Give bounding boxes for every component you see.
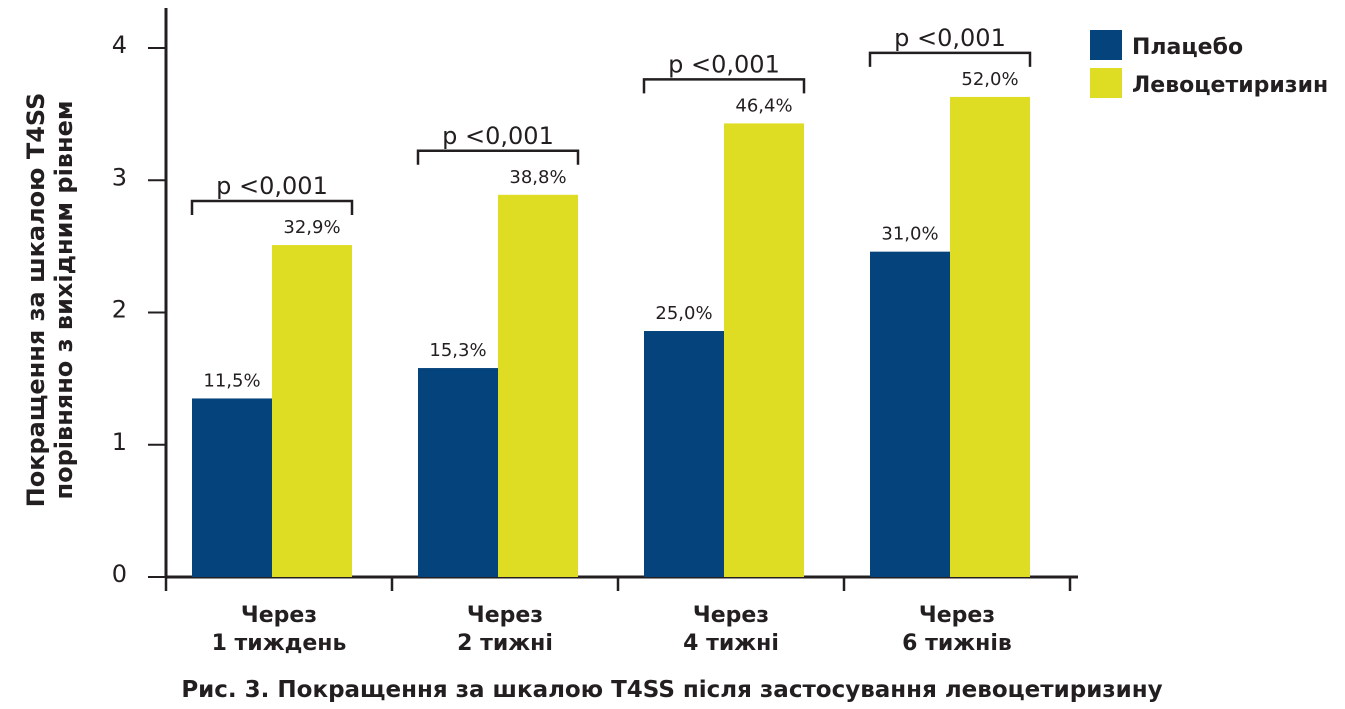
significance-label: p <0,001 bbox=[216, 172, 328, 200]
x-category-label-line-1: Через bbox=[693, 603, 769, 628]
bar-value-label-levocetirizine: 38,8% bbox=[509, 167, 566, 188]
x-category-label-line-1: Через bbox=[467, 603, 543, 628]
legend-swatch-placebo bbox=[1090, 30, 1122, 60]
significance-bracket bbox=[868, 51, 1032, 67]
legend-label-levocetirizine: Левоцетиризин bbox=[1132, 73, 1328, 98]
bar-levocetirizine bbox=[724, 123, 804, 577]
y-axis-title-line-1: Покращення за шкалою T4SS bbox=[22, 93, 50, 508]
bar-value-label-placebo: 25,0% bbox=[655, 303, 712, 324]
significance-bracket bbox=[416, 149, 580, 165]
significance-label: p <0,001 bbox=[668, 50, 780, 78]
y-axis-title-line-2: порівняно з вихідним рівнем bbox=[50, 101, 78, 500]
bar-value-label-levocetirizine: 52,0% bbox=[961, 69, 1018, 90]
x-category-label-line-2: 1 тиждень bbox=[212, 631, 347, 656]
x-category-label-line-2: 4 тижні bbox=[683, 631, 779, 656]
bar-placebo bbox=[870, 251, 950, 578]
bar-value-label-levocetirizine: 46,4% bbox=[735, 95, 792, 116]
figure-caption: Рис. 3. Покращення за шкалою T4SS після … bbox=[181, 677, 1162, 703]
x-category-label-line-1: Через bbox=[919, 603, 995, 628]
significance-bracket bbox=[642, 78, 806, 94]
bar-value-label-placebo: 31,0% bbox=[881, 224, 938, 245]
y-tick-label: 1 bbox=[112, 428, 127, 456]
axes: 0 1 2 3 4 Через 1 тиждень Через 2 тижні Через 4 ти… bbox=[112, 8, 1078, 656]
bar-placebo bbox=[418, 368, 498, 577]
y-tick-label: 3 bbox=[112, 163, 127, 191]
bar-value-label-placebo: 11,5% bbox=[203, 370, 260, 391]
bar-levocetirizine bbox=[950, 96, 1030, 578]
significance-label: p <0,001 bbox=[442, 122, 554, 150]
annotations: p <0,001 p <0,001 p <0,001 p <0,001 bbox=[190, 24, 1032, 216]
y-tick-label: 4 bbox=[112, 31, 127, 59]
y-tick-label: 2 bbox=[112, 296, 127, 324]
legend-swatch-levocetirizine bbox=[1090, 68, 1122, 98]
x-category-label-line-1: Через bbox=[241, 603, 317, 628]
significance-label: p <0,001 bbox=[894, 24, 1006, 52]
bar-value-label-levocetirizine: 32,9% bbox=[283, 217, 340, 238]
x-category-label-line-2: 6 тижнів bbox=[902, 631, 1012, 656]
bar-placebo bbox=[644, 331, 724, 577]
bars: 11,5% 32,9% 15,3% 38,8% 25,0% 46,4% 31,0% 52,0% bbox=[192, 69, 1030, 578]
bar-levocetirizine bbox=[272, 245, 352, 578]
legend-label-placebo: Плацебо bbox=[1132, 35, 1243, 60]
bar-levocetirizine bbox=[498, 194, 578, 578]
bar-value-label-placebo: 15,3% bbox=[429, 340, 486, 361]
bar-placebo bbox=[192, 398, 272, 577]
y-tick-label: 0 bbox=[112, 560, 127, 588]
legend: Плацебо Левоцетиризин bbox=[1090, 30, 1328, 98]
x-category-label-line-2: 2 тижні bbox=[457, 631, 553, 656]
significance-bracket bbox=[190, 199, 354, 216]
y-axis-title: Покращення за шкалою T4SS порівняно з ви… bbox=[22, 93, 78, 508]
